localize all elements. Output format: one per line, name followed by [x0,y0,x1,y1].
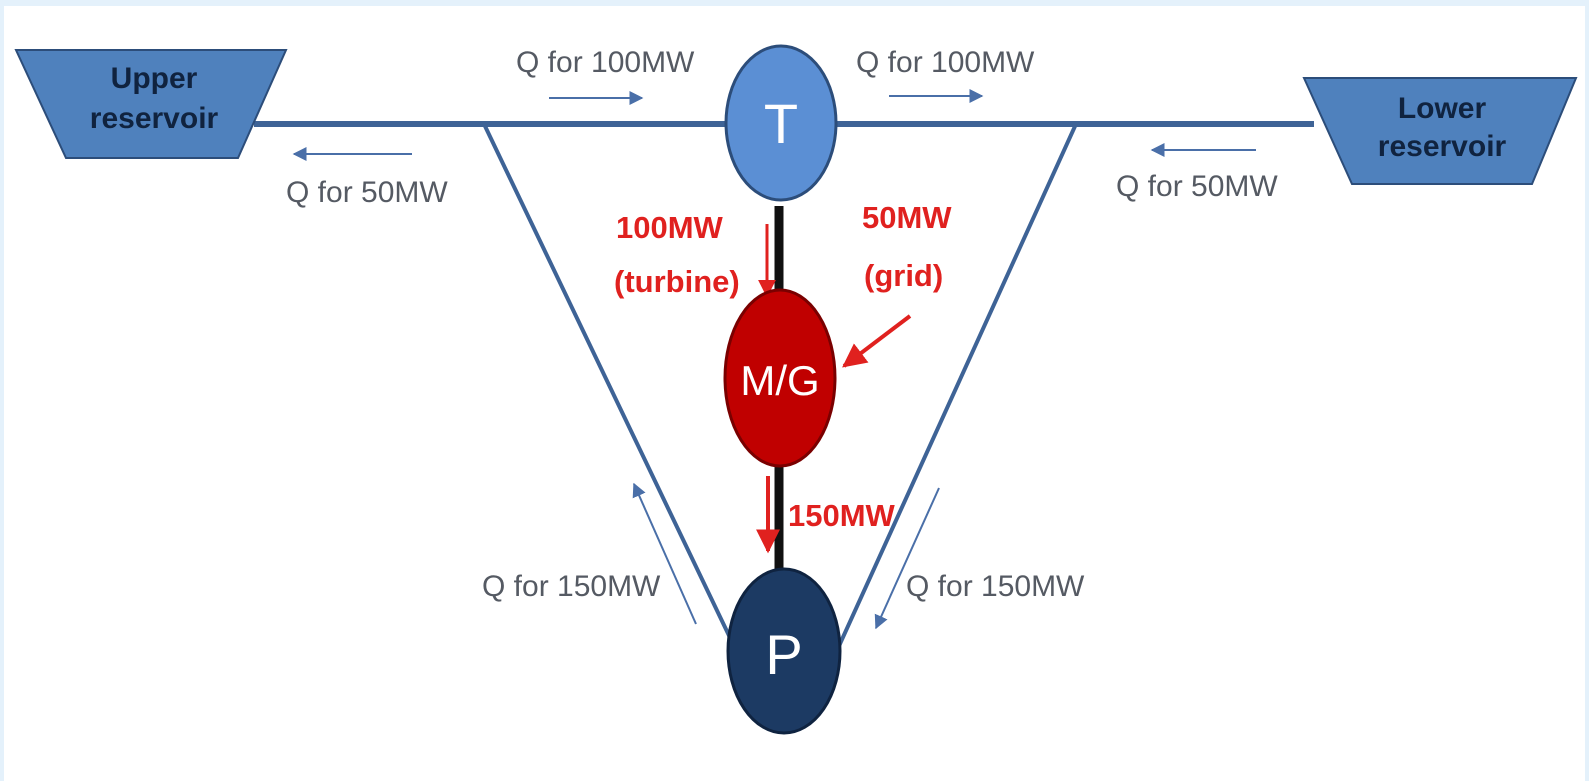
turbine-label: T [764,92,798,155]
power-arrow-grid [842,314,912,368]
lower-reservoir-label-line1: Lower [1398,92,1487,125]
pump-node: P [726,567,842,735]
motor-generator-circle [723,288,837,468]
flow-label-pump-to-upper: Q for 150MW [482,570,661,603]
power-label-grid-value: 50MW [862,200,952,235]
power-label-pump-value: 150MW [788,498,896,533]
flow-label-upper-to-turbine: Q for 100MW [516,46,695,79]
lower-reservoir-label-line2: reservoir [1378,130,1507,163]
turbine-node: T [724,44,838,202]
flow-arrow-pump-to-upper [632,482,697,625]
lower-reservoir: Lower reservoir [1302,77,1578,185]
flow-label-turbine-to-lower: Q for 100MW [856,46,1035,79]
upper-reservoir-shape [14,49,288,159]
upper-reservoir: Upper reservoir [14,49,288,159]
power-label-turbine-value: 100MW [616,210,724,245]
flow-arrow-lower-to-pump [874,487,940,630]
diagram-canvas: Upper reservoir Lower reservoir Q for 10… [14,44,1578,735]
right-pipe [837,123,1078,647]
motor-generator-node: M/G [723,288,837,468]
flow-label-from-lower: Q for 50MW [1116,170,1278,203]
pump-label: P [765,623,802,686]
pump-circle [726,567,842,735]
power-label-grid-source: (grid) [864,258,943,293]
left-pipe [482,123,736,647]
upper-reservoir-label-line2: reservoir [90,102,219,135]
motor-generator-label: M/G [740,357,819,404]
flow-label-lower-to-pump: Q for 150MW [906,570,1085,603]
turbine-circle [724,44,838,202]
lower-reservoir-shape [1302,77,1578,185]
upper-reservoir-label-line1: Upper [111,62,198,95]
power-label-turbine-source: (turbine) [614,264,740,299]
flow-label-to-upper: Q for 50MW [286,176,448,209]
